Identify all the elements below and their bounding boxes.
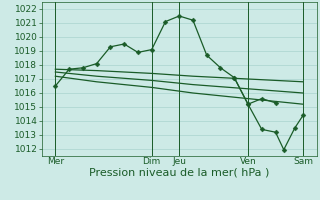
X-axis label: Pression niveau de la mer( hPa ): Pression niveau de la mer( hPa ) — [89, 168, 269, 178]
